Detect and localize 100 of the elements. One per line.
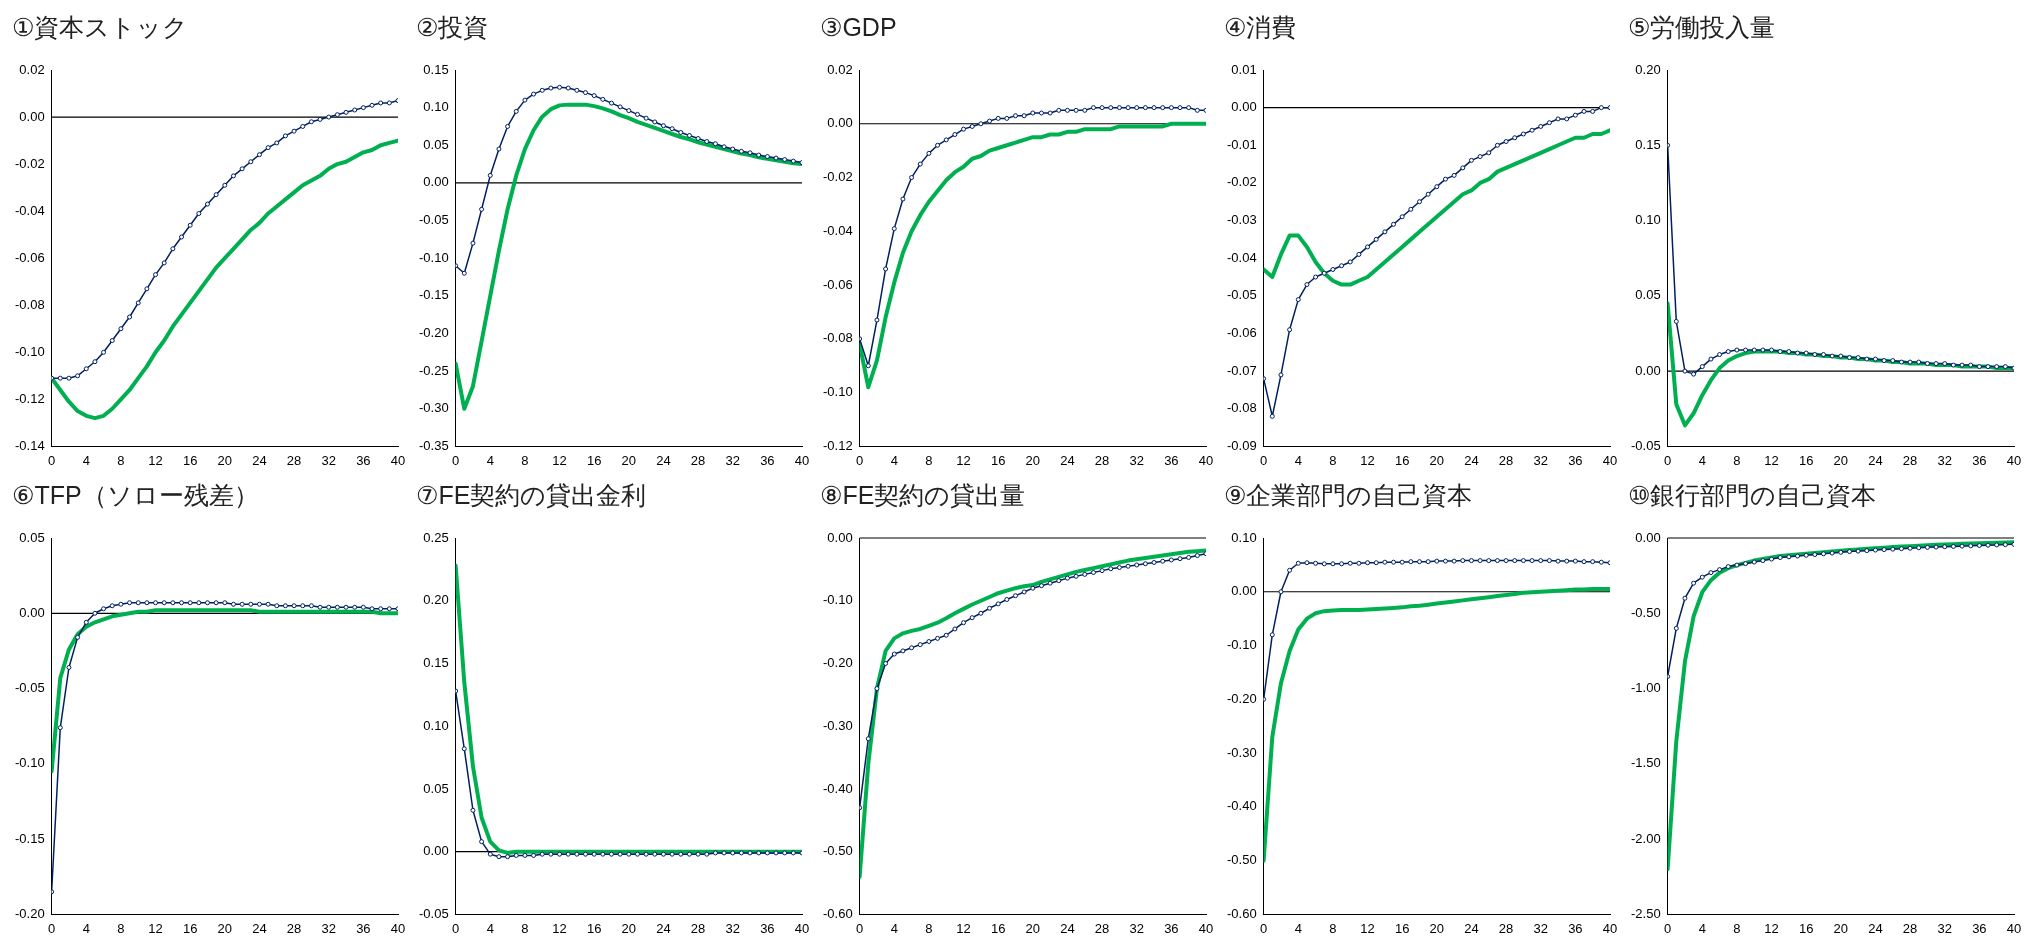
x-tick-label: 36	[356, 452, 371, 468]
y-tick-label: 0.00	[423, 174, 449, 190]
y-tick-label: -0.07	[1226, 362, 1257, 378]
y-tick-label: -0.04	[822, 222, 853, 238]
x-tick-label: 28	[1498, 920, 1514, 936]
x-tick-label: 24	[252, 920, 267, 936]
x-tick-label: 24	[656, 452, 671, 468]
x-tick-label: 16	[182, 920, 198, 936]
x-tick-label: 20	[1025, 920, 1041, 936]
y-tick-label: -0.05	[14, 680, 45, 696]
x-tick-label: 32	[321, 452, 336, 468]
y-tick-label: 0.05	[423, 136, 449, 152]
chart-title: ⑨企業部門の自己資本	[1224, 480, 1473, 509]
x-tick-label: 16	[1394, 920, 1410, 936]
y-tick-label: -0.05	[418, 212, 449, 228]
x-tick-label: 0	[1664, 920, 1672, 936]
x-tick-label: 24	[656, 920, 671, 936]
x-tick-label: 20	[621, 920, 637, 936]
x-tick-label: 28	[286, 920, 302, 936]
y-tick-label: -0.10	[14, 343, 45, 359]
x-tick-label: 24	[1060, 452, 1075, 468]
x-tick-label: 24	[252, 452, 267, 468]
y-tick-label: 0.00	[1231, 99, 1257, 115]
x-tick-label: 4	[486, 452, 494, 468]
y-tick-label: -0.05	[1630, 437, 1661, 453]
x-tick-label: 12	[1360, 452, 1375, 468]
x-tick-label: 40	[1198, 920, 1214, 936]
y-tick-label: -0.12	[822, 437, 853, 453]
y-tick-label: 0.10	[1231, 529, 1257, 545]
y-tick-label: 0.05	[1635, 287, 1661, 303]
y-tick-label: -0.08	[1226, 400, 1257, 416]
y-tick-label: 0.20	[1635, 61, 1661, 77]
x-tick-label: 32	[725, 452, 740, 468]
x-tick-label: 0	[1260, 452, 1268, 468]
y-tick-label: -0.10	[822, 592, 853, 608]
y-tick-label: -0.14	[14, 437, 45, 453]
x-tick-label: 4	[1698, 452, 1706, 468]
x-tick-label: 16	[990, 920, 1006, 936]
x-tick-label: 36	[1568, 452, 1583, 468]
x-tick-label: 28	[1902, 920, 1918, 936]
x-tick-label: 36	[1972, 452, 1987, 468]
y-tick-label: 0.02	[827, 61, 853, 77]
y-tick-label: -0.20	[418, 325, 449, 341]
x-tick-label: 32	[1129, 920, 1144, 936]
x-tick-label: 12	[956, 920, 971, 936]
x-tick-label: 40	[794, 452, 810, 468]
x-tick-label: 24	[1060, 920, 1075, 936]
x-tick-label: 28	[1902, 452, 1918, 468]
y-tick-label: 0.00	[423, 843, 449, 859]
x-tick-label: 20	[217, 452, 233, 468]
x-tick-label: 40	[390, 452, 406, 468]
x-tick-label: 12	[552, 452, 567, 468]
x-tick-label: 20	[1025, 452, 1041, 468]
x-tick-label: 0	[452, 920, 460, 936]
y-tick-label: 0.15	[1635, 136, 1661, 152]
chart-title: ③GDP	[820, 12, 897, 41]
x-tick-label: 4	[1294, 452, 1302, 468]
x-tick-label: 12	[1764, 452, 1779, 468]
y-tick-label: -0.50	[1226, 852, 1257, 868]
chart-title: ⑤労働投入量	[1628, 12, 1776, 41]
x-tick-label: 8	[521, 920, 529, 936]
y-tick-label: -1.00	[1630, 680, 1661, 696]
y-tick-label: -0.40	[822, 780, 853, 796]
y-tick-label: 0.00	[19, 604, 45, 620]
y-tick-label: -0.40	[1226, 798, 1257, 814]
x-tick-label: 4	[890, 920, 898, 936]
x-tick-label: 36	[1568, 920, 1583, 936]
x-tick-label: 28	[286, 452, 302, 468]
chart-title: ①資本ストック	[12, 12, 189, 41]
x-tick-label: 36	[760, 452, 775, 468]
y-tick-label: -0.05	[1226, 287, 1257, 303]
x-tick-label: 8	[925, 452, 933, 468]
x-tick-label: 8	[1329, 920, 1337, 936]
y-tick-label: 0.25	[423, 529, 449, 545]
y-tick-label: -0.15	[418, 287, 449, 303]
x-tick-label: 8	[925, 920, 933, 936]
x-tick-label: 12	[956, 452, 971, 468]
x-tick-label: 20	[1429, 920, 1445, 936]
x-tick-label: 28	[1094, 920, 1110, 936]
y-tick-label: -0.25	[418, 362, 449, 378]
y-tick-label: -0.15	[14, 830, 45, 846]
x-tick-label: 32	[1129, 452, 1144, 468]
y-tick-label: -0.02	[14, 155, 45, 171]
y-tick-label: -0.50	[822, 843, 853, 859]
x-tick-label: 28	[1094, 452, 1110, 468]
x-tick-label: 8	[117, 452, 125, 468]
y-tick-label: -2.00	[1630, 830, 1661, 846]
y-tick-label: -0.05	[418, 905, 449, 921]
y-tick-label: -0.03	[1226, 212, 1257, 228]
x-tick-label: 32	[1533, 452, 1548, 468]
x-tick-label: 12	[552, 920, 567, 936]
x-tick-label: 28	[690, 920, 706, 936]
chart-title: ⑩銀行部門の自己資本	[1628, 480, 1877, 509]
x-tick-label: 40	[2006, 452, 2022, 468]
x-tick-label: 20	[1833, 920, 1849, 936]
y-tick-label: 0.05	[19, 529, 45, 545]
y-tick-label: -0.10	[1226, 637, 1257, 653]
x-tick-label: 4	[1294, 920, 1302, 936]
y-tick-label: -0.35	[418, 437, 449, 453]
y-tick-label: -0.04	[1226, 249, 1257, 265]
